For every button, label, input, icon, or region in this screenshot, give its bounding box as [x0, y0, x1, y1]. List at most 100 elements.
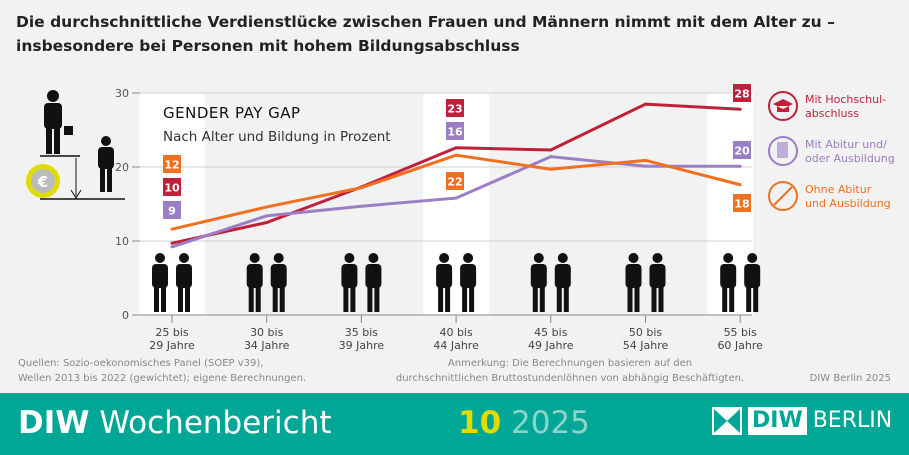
- x-tick-label: 50 bis: [629, 326, 663, 339]
- people-silhouette-icon: [246, 253, 287, 312]
- leg: [161, 286, 166, 312]
- certificate-icon: [777, 142, 788, 158]
- diw-logo-icon: [712, 407, 742, 435]
- graduation-cap-icon: [768, 91, 798, 121]
- source-line: Wellen 2013 bis 2022 (gewichtet); eigene…: [18, 373, 307, 384]
- head: [344, 253, 355, 263]
- torso: [98, 147, 114, 169]
- leg: [279, 286, 285, 312]
- x-tick-label: 29 Jahre: [149, 339, 195, 352]
- value-label-box: [733, 84, 751, 102]
- torso: [436, 264, 453, 288]
- leg: [154, 286, 159, 312]
- value-label-box: [733, 141, 751, 159]
- value-label: 18: [734, 198, 749, 211]
- leg: [185, 286, 190, 312]
- people-silhouette-icon: [720, 253, 761, 312]
- data-point: [265, 205, 269, 209]
- value-label-box: [446, 122, 464, 140]
- issue: 10: [458, 405, 502, 441]
- value-label: 9: [168, 205, 176, 218]
- leg: [729, 286, 735, 312]
- data-point: [170, 241, 174, 245]
- data-point: [454, 146, 458, 150]
- leg: [107, 168, 112, 192]
- diw-berlin-logo: DIW BERLIN: [712, 407, 892, 435]
- head: [179, 253, 189, 263]
- credit: DIW Berlin 2025: [809, 373, 891, 384]
- torso: [270, 264, 287, 288]
- value-label: 16: [447, 126, 463, 139]
- torso: [460, 264, 477, 288]
- legend-label: abschluss: [805, 107, 859, 120]
- leg: [469, 286, 475, 312]
- data-point: [454, 196, 458, 200]
- leg: [532, 286, 538, 312]
- brand-bold: DIW: [18, 405, 90, 441]
- data-point: [549, 148, 553, 152]
- brand: Wochenbericht: [99, 405, 332, 441]
- data-point: [170, 245, 174, 249]
- torso: [530, 264, 547, 288]
- data-point: [738, 107, 742, 111]
- leg: [462, 286, 468, 312]
- value-label-box: [163, 201, 181, 219]
- leg: [722, 286, 728, 312]
- leg: [753, 286, 759, 312]
- head: [101, 136, 111, 146]
- value-label: 28: [734, 88, 749, 101]
- certificate-icon: [768, 136, 798, 166]
- data-point: [549, 167, 553, 171]
- leg: [563, 286, 569, 312]
- note-line: durchschnittlichen Bruttostundenlöhnen v…: [395, 373, 745, 384]
- page-title: Die durchschnittliche Verdienstlücke zwi…: [16, 13, 835, 55]
- arrow-head: [70, 189, 82, 199]
- torso: [176, 264, 192, 288]
- value-label: 23: [447, 103, 462, 116]
- x-tick-label: 34 Jahre: [244, 339, 290, 352]
- y-tick-label: 0: [122, 309, 129, 322]
- legend-label: Ohne Abitur: [805, 183, 872, 196]
- data-point: [359, 204, 363, 208]
- pay-gap-illustration-icon: [44, 90, 114, 192]
- torso: [649, 264, 666, 288]
- leg: [343, 286, 349, 312]
- publication-name: DIW Wochenbericht: [18, 405, 332, 441]
- leg: [438, 286, 444, 312]
- value-label: 10: [164, 182, 180, 195]
- torso: [246, 264, 263, 288]
- head: [273, 253, 284, 263]
- head: [439, 253, 450, 263]
- x-tick-label: 35 bis: [345, 326, 379, 339]
- legend-label: und Ausbildung: [805, 197, 891, 210]
- x-tick-label: 49 Jahre: [528, 339, 574, 352]
- head: [628, 253, 639, 263]
- torso: [554, 264, 571, 288]
- chart-title: GENDER PAY GAP: [163, 104, 301, 122]
- logo-text: DIW: [748, 407, 807, 435]
- no-symbol-icon: [773, 186, 793, 206]
- leg: [658, 286, 664, 312]
- y-tick-label: 10: [115, 235, 129, 248]
- leg: [374, 286, 380, 312]
- leg: [350, 286, 356, 312]
- data-point: [644, 164, 647, 168]
- legend-label: oder Ausbildung: [805, 152, 895, 165]
- value-label: 22: [447, 176, 462, 189]
- graduation-cap-icon: [773, 99, 793, 112]
- y-tick-label: 20: [115, 161, 129, 174]
- chart-subtitle: Nach Alter und Bildung in Prozent: [163, 129, 391, 145]
- people-silhouette-icon: [530, 253, 571, 312]
- y-tick-label: 30: [115, 87, 129, 100]
- issue-number: 10 2025: [458, 405, 590, 441]
- head: [47, 90, 59, 102]
- sources: Quellen: Sozio-oekonomisches Panel (SOEP…: [18, 356, 306, 386]
- leg: [100, 168, 105, 192]
- value-label-box: [446, 172, 464, 190]
- logo-city: BERLIN: [812, 408, 893, 433]
- head: [463, 253, 474, 263]
- head: [155, 253, 165, 263]
- people-silhouette-icon: [341, 253, 382, 312]
- data-point: [644, 158, 647, 162]
